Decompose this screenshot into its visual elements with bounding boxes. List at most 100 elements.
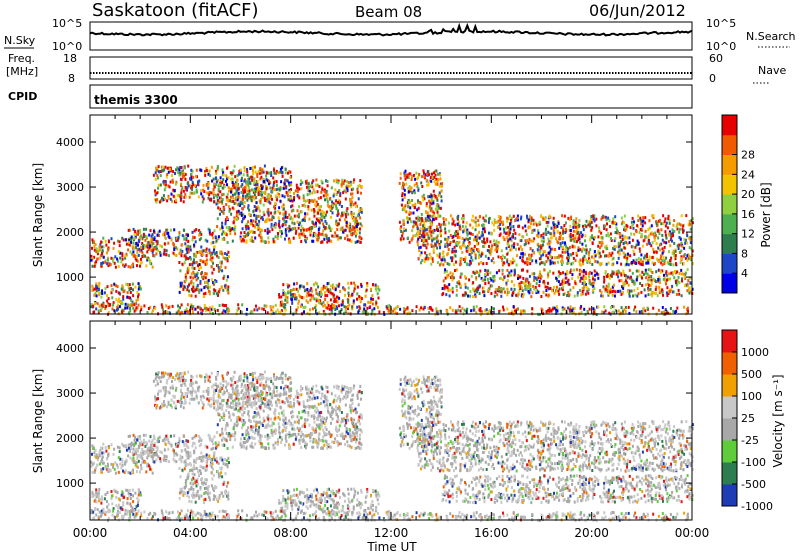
power-cell: [610, 237, 612, 240]
power-cell: [319, 232, 322, 236]
power-cell: [210, 265, 213, 269]
power-cell: [144, 244, 147, 248]
power-cell: [506, 231, 509, 235]
power-cell: [487, 256, 490, 260]
power-cell: [415, 216, 418, 220]
power-cell: [343, 189, 346, 193]
power-cell: [654, 262, 656, 266]
power-cell: [478, 236, 481, 240]
power-cell: [327, 304, 330, 307]
power-cell: [189, 184, 192, 188]
power-cell: [142, 245, 144, 249]
power-cell: [158, 200, 161, 204]
power-cell: [472, 270, 475, 274]
power-cell: [131, 303, 134, 307]
power-cell: [423, 236, 426, 240]
power-cell: [168, 236, 171, 240]
power-cell: [496, 249, 498, 253]
power-cell: [340, 183, 343, 186]
power-cell: [574, 225, 577, 229]
power-cell: [560, 272, 563, 275]
power-cell: [532, 218, 535, 222]
power-cell: [619, 235, 622, 239]
power-cell: [620, 273, 623, 277]
power-cell: [297, 215, 300, 219]
power-cell: [590, 217, 592, 221]
power-cell: [628, 268, 631, 272]
power-cell: [496, 244, 499, 248]
power-cell: [463, 244, 466, 248]
power-cell: [483, 227, 486, 231]
power-cell: [295, 229, 298, 233]
power-cell: [186, 303, 189, 307]
power-cell: [574, 258, 577, 262]
power-cell: [291, 221, 294, 225]
power-cell: [267, 171, 270, 175]
power-cell: [314, 233, 316, 236]
power-cell: [365, 288, 368, 292]
power-cell: [479, 313, 482, 317]
power-cell: [158, 170, 161, 174]
power-cell: [183, 261, 186, 265]
power-cell: [242, 238, 245, 242]
power-cell: [215, 176, 217, 180]
power-cell: [433, 171, 435, 175]
power-cell: [569, 224, 572, 228]
power-cell: [475, 305, 478, 309]
power-cell: [193, 236, 196, 240]
power-cell: [222, 192, 225, 196]
power-cell: [664, 308, 667, 312]
power-cell: [643, 256, 646, 260]
power-cell: [156, 191, 159, 195]
power-cell: [247, 220, 250, 224]
power-cell: [197, 276, 200, 280]
power-cell: [224, 252, 227, 255]
power-cell: [93, 264, 96, 268]
power-cell: [185, 307, 188, 311]
power-cell: [538, 280, 541, 283]
power-cell: [435, 236, 438, 240]
power-cell: [378, 288, 381, 292]
power-cell: [262, 307, 265, 311]
power-cell: [559, 244, 562, 248]
power-cell: [189, 245, 192, 249]
power-cell: [121, 252, 124, 256]
power-cell: [177, 304, 179, 308]
power-cell: [212, 236, 214, 240]
power-cell: [563, 224, 566, 227]
power-cell: [112, 301, 115, 305]
power-cell: [492, 257, 495, 261]
power-cell: [449, 256, 452, 260]
power-cell: [157, 249, 160, 253]
power-cell: [674, 279, 677, 283]
power-cell: [521, 255, 524, 259]
power-cell: [313, 214, 316, 218]
power-cell: [334, 288, 337, 292]
power-cell: [507, 262, 510, 266]
power-cell: [241, 202, 244, 206]
power-cell: [545, 227, 547, 231]
power-cell: [419, 223, 422, 227]
power-cell: [503, 256, 506, 259]
power-cell: [356, 292, 359, 296]
power-cell: [652, 216, 655, 220]
power-cell: [275, 188, 278, 192]
power-cell: [352, 219, 355, 222]
power-cell: [442, 222, 445, 226]
power-cell: [290, 198, 293, 202]
power-cell: [497, 287, 500, 291]
power-cell: [539, 270, 542, 274]
power-cell: [423, 197, 426, 201]
power-cell: [350, 233, 353, 237]
power-cell: [164, 237, 167, 240]
power-cell: [608, 274, 610, 278]
power-cell: [251, 169, 254, 173]
power-cell: [209, 258, 212, 261]
power-cell: [587, 223, 590, 227]
power-cell: [610, 253, 613, 257]
power-cell: [405, 210, 408, 214]
power-cell: [317, 298, 320, 302]
power-cell: [304, 214, 307, 218]
power-cell: [561, 255, 564, 258]
power-cell: [349, 180, 352, 184]
